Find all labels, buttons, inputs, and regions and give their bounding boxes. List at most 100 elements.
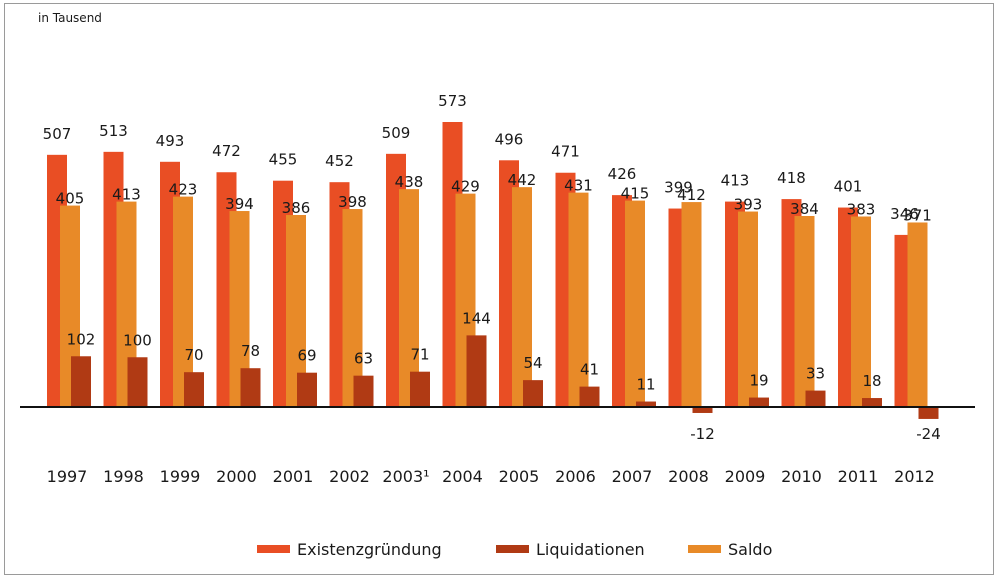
label-liquidationen: 102 — [67, 330, 96, 348]
bar-liquidationen — [692, 407, 713, 413]
label-existenzgruendung: 509 — [382, 124, 411, 142]
label-existenzgruendung: 399 — [664, 179, 693, 197]
legend-label: Saldo — [728, 540, 772, 559]
bar-saldo — [681, 202, 702, 407]
label-liquidationen: 63 — [354, 350, 373, 368]
bar-liquidationen — [523, 380, 543, 407]
x-tick-label: 2010 — [781, 467, 822, 486]
label-liquidationen: 54 — [523, 354, 542, 372]
label-liquidationen: 11 — [636, 376, 655, 394]
bar-liquidationen — [297, 372, 317, 407]
label-existenzgruendung: 496 — [495, 130, 524, 148]
label-existenzgruendung: 513 — [99, 122, 128, 140]
x-tick-label: 2005 — [499, 467, 540, 486]
bar-liquidationen — [749, 397, 769, 407]
bar-saldo — [173, 196, 193, 407]
unit-label: in Tausend — [38, 11, 102, 25]
label-existenzgruendung: 472 — [212, 142, 241, 160]
label-liquidationen: 69 — [297, 347, 316, 365]
label-existenzgruendung: 346 — [890, 205, 919, 223]
label-liquidationen: -12 — [690, 425, 715, 443]
label-liquidationen: 70 — [184, 346, 203, 364]
bar-liquidationen — [353, 375, 374, 407]
label-liquidationen: 144 — [462, 309, 491, 327]
label-saldo: 431 — [564, 177, 593, 195]
bars-layer — [47, 122, 939, 419]
bar-saldo — [512, 187, 532, 407]
bar-saldo — [342, 209, 363, 407]
bar-saldo — [738, 211, 758, 407]
bar-saldo — [907, 222, 928, 407]
bar-saldo — [851, 216, 871, 407]
label-liquidationen: 71 — [410, 346, 429, 364]
label-existenzgruendung: 413 — [721, 172, 750, 190]
legend-swatch — [688, 545, 721, 553]
label-saldo: 423 — [169, 181, 198, 199]
x-tick-label: 2011 — [838, 467, 879, 486]
bar-saldo — [568, 192, 589, 407]
legend-swatch — [496, 545, 529, 553]
bar-liquidationen — [127, 357, 148, 407]
label-saldo: 413 — [112, 186, 141, 204]
label-saldo: 386 — [282, 199, 311, 217]
label-existenzgruendung: 455 — [269, 151, 298, 169]
bar-saldo — [625, 200, 645, 407]
x-tick-label: 2002 — [329, 467, 370, 486]
bar-liquidationen — [466, 335, 487, 407]
legend: Existenzgründung Liquidationen Saldo — [257, 540, 772, 559]
label-saldo: 415 — [621, 185, 650, 203]
bar-liquidationen — [240, 368, 261, 407]
legend-label: Existenzgründung — [297, 540, 442, 559]
bar-saldo — [286, 215, 306, 407]
x-tick-label: 2012 — [894, 467, 935, 486]
label-existenzgruendung: 401 — [834, 178, 863, 196]
label-existenzgruendung: 471 — [551, 143, 580, 161]
label-saldo: 384 — [790, 200, 819, 218]
bar-saldo — [399, 189, 419, 407]
bar-liquidationen — [579, 386, 600, 407]
label-saldo: 383 — [847, 201, 876, 219]
legend-swatch — [257, 545, 290, 553]
value-labels-layer: 507 405 102 513 413 100 493 423 70 472 394 78 455 386… — [43, 92, 941, 443]
bar-liquidationen — [918, 407, 939, 419]
label-saldo: 412 — [677, 186, 706, 204]
label-saldo: 429 — [451, 178, 480, 196]
legend-label: Liquidationen — [536, 540, 645, 559]
x-tick-label: 2000 — [216, 467, 257, 486]
label-liquidationen: 18 — [862, 372, 881, 390]
x-tick-label: 2009 — [725, 467, 766, 486]
label-liquidationen: 100 — [123, 331, 152, 349]
label-existenzgruendung: 573 — [438, 92, 467, 110]
label-liquidationen: 78 — [241, 342, 260, 360]
label-existenzgruendung: 493 — [156, 132, 185, 150]
x-tick-label: 1997 — [47, 467, 88, 486]
bar-liquidationen — [410, 371, 430, 407]
label-existenzgruendung: 452 — [325, 152, 354, 170]
label-saldo: 393 — [734, 196, 763, 214]
x-axis-labels: 1997 1998 1999 2000 2001 2002 2003¹ 2004 2005 200… — [47, 467, 935, 486]
x-tick-label: 1999 — [160, 467, 201, 486]
bar-saldo — [116, 201, 137, 407]
label-saldo: 371 — [903, 206, 932, 224]
x-tick-label: 1998 — [103, 467, 144, 486]
x-tick-label: 2008 — [668, 467, 709, 486]
label-saldo: 394 — [225, 195, 254, 213]
label-liquidationen: -24 — [916, 425, 941, 443]
label-liquidationen: 33 — [806, 365, 825, 383]
label-liquidationen: 41 — [580, 361, 599, 379]
bar-saldo — [229, 211, 250, 407]
x-tick-label: 2007 — [612, 467, 653, 486]
bar-liquidationen — [636, 401, 656, 407]
label-saldo: 438 — [395, 173, 424, 191]
x-tick-label: 2003¹ — [382, 467, 429, 486]
x-tick-label: 2001 — [273, 467, 314, 486]
bar-liquidationen — [71, 356, 91, 407]
bar-saldo — [794, 216, 815, 407]
x-tick-label: 2004 — [442, 467, 483, 486]
label-saldo: 398 — [338, 193, 367, 211]
label-liquidationen: 19 — [749, 372, 768, 390]
label-existenzgruendung: 507 — [43, 125, 72, 143]
label-existenzgruendung: 426 — [608, 165, 637, 183]
label-saldo: 405 — [56, 190, 85, 208]
